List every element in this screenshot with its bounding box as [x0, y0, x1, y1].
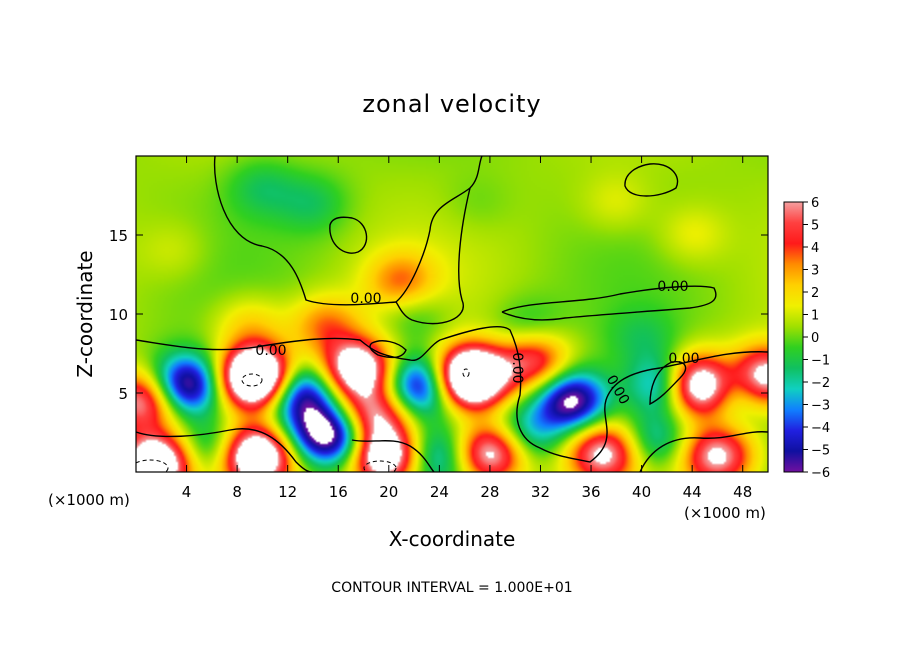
contour-line — [369, 340, 407, 359]
contour-label: 0.00 — [509, 352, 525, 383]
contour-line — [241, 373, 263, 387]
colorbar: 6 5 4 3 2 1 0 −1 −2 −3 −4 −5 −6 — [783, 196, 830, 481]
velocity-field — [136, 156, 768, 472]
x-tick-label: 32 — [531, 483, 550, 501]
chart-title: zonal velocity — [362, 90, 541, 118]
contour-line — [136, 326, 768, 463]
y-axis-label: Z-coordinate — [73, 250, 97, 377]
negative-contours — [136, 368, 470, 472]
colorbar-tick-label: −2 — [811, 376, 830, 391]
colorbar-tick-label: 1 — [811, 309, 819, 324]
colorbar-fill — [784, 202, 803, 472]
contour-line — [639, 431, 768, 472]
colorbar-tick-label: −5 — [811, 444, 830, 459]
contour-line — [213, 156, 397, 306]
colorbar-tick-label: −3 — [811, 399, 830, 414]
x-tick-label: 8 — [232, 483, 242, 501]
contour-line — [395, 156, 483, 303]
contour-interval-note: CONTOUR INTERVAL = 1.000E+01 — [331, 580, 572, 596]
colorbar-tick-label: 3 — [811, 264, 819, 279]
x-axis-label: X-coordinate — [389, 527, 516, 551]
contour-line — [649, 361, 687, 406]
colorbar-tick-label: 5 — [811, 219, 819, 234]
colorbar-tick-label: −4 — [811, 421, 830, 436]
contour-line — [395, 187, 471, 325]
x-axis: 4 8 12 16 20 24 28 32 36 40 44 48 — [182, 156, 752, 501]
contour-line — [329, 216, 368, 254]
colorbar-tick-label: 6 — [811, 196, 819, 211]
x-tick-label: 40 — [632, 483, 651, 501]
colorbar-tick-label: −1 — [811, 354, 830, 369]
x-tick-label: 48 — [733, 483, 752, 501]
y-tick-label: 10 — [109, 306, 128, 324]
contour-line — [136, 459, 169, 472]
contour-label: 0.00 — [255, 343, 286, 359]
x-tick-label: 4 — [182, 483, 192, 501]
contour-labels: 0.000.000.00 0.000.000.00 — [255, 279, 699, 407]
x-unit-left: (×1000 m) — [48, 491, 130, 509]
y-axis: 5 10 15 — [109, 227, 768, 403]
x-unit-right: (×1000 m) — [684, 504, 766, 522]
colorbar-tick-label: 4 — [811, 241, 819, 256]
colorbar-tick-label: 2 — [811, 286, 819, 301]
contour-line — [624, 163, 679, 197]
x-tick-label: 16 — [329, 483, 348, 501]
colorbar-tick-label: 0 — [811, 331, 819, 346]
contour-label: 0.00 — [668, 351, 699, 367]
contour-line — [136, 428, 313, 472]
zero-contours — [136, 156, 768, 472]
x-tick-label: 44 — [683, 483, 702, 501]
colorbar-ticks: 6 5 4 3 2 1 0 −1 −2 −3 −4 −5 −6 — [803, 196, 830, 481]
x-tick-label: 36 — [581, 483, 600, 501]
contour-label: 0.00 — [350, 291, 381, 307]
contour-line — [351, 439, 435, 472]
x-tick-label: 20 — [379, 483, 398, 501]
contour-label: 0.00 — [657, 279, 688, 295]
colorbar-tick-label: −6 — [811, 466, 830, 481]
x-tick-label: 12 — [278, 483, 297, 501]
contour-line — [363, 460, 397, 472]
y-tick-label: 15 — [109, 227, 128, 245]
x-tick-label: 24 — [430, 483, 449, 501]
contour-line — [462, 368, 470, 378]
plot-area: 0.000.000.00 0.000.000.00 4 8 12 16 20 24 28 32 3… — [109, 155, 769, 501]
x-tick-label: 28 — [480, 483, 499, 501]
contour-line — [501, 285, 717, 321]
y-tick-label: 5 — [118, 385, 128, 403]
